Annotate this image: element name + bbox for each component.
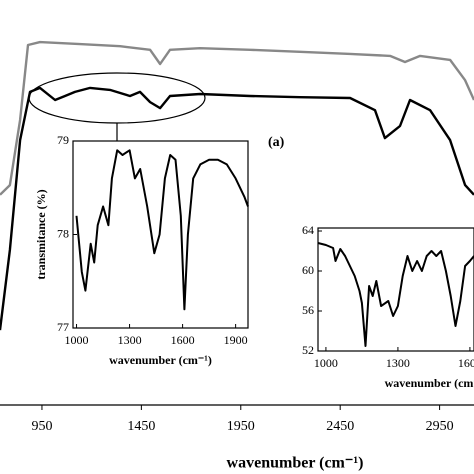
x-axis-title: wavenumber (cm⁻¹): [227, 455, 364, 472]
inset-frame: [72, 140, 249, 329]
y-tick-label: 60: [302, 263, 314, 277]
x-tick-label: 1000: [314, 356, 338, 370]
y-tick-label: 79: [57, 133, 69, 147]
x-tick-label: 2450: [326, 419, 354, 434]
highlight-ellipse: [28, 72, 206, 124]
x-tick-label: 1950: [227, 419, 255, 434]
x-axis-title: wavenumber (cm⁻¹): [109, 353, 212, 367]
inset-frame: [317, 227, 474, 352]
x-tick-label: 1000: [65, 333, 89, 347]
x-tick-label: 1300: [386, 356, 410, 370]
x-axis-title: wavenumber (cm⁻¹): [385, 376, 474, 390]
x-tick-label: 1600: [458, 356, 474, 370]
y-tick-label: 64: [302, 223, 314, 237]
y-tick-label: 78: [57, 226, 69, 240]
spectrum-line: [0, 40, 474, 196]
x-tick-label: 950: [31, 419, 52, 434]
x-tick-label: 2950: [426, 419, 454, 434]
y-tick-label: 56: [302, 303, 314, 317]
y-tick-label: 77: [57, 320, 69, 334]
spectrum-line: [0, 86, 474, 331]
spectrum-line: [75, 149, 249, 311]
x-tick-label: 1900: [224, 333, 248, 347]
spectrum-line: [317, 242, 474, 347]
y-tick-label: 52: [302, 343, 314, 357]
annotation: (a): [268, 135, 285, 150]
x-tick-label: 1300: [118, 333, 142, 347]
y-axis-title: transmitance (%): [34, 189, 48, 279]
x-tick-label: 1600: [171, 333, 195, 347]
x-tick-label: 1450: [127, 419, 155, 434]
